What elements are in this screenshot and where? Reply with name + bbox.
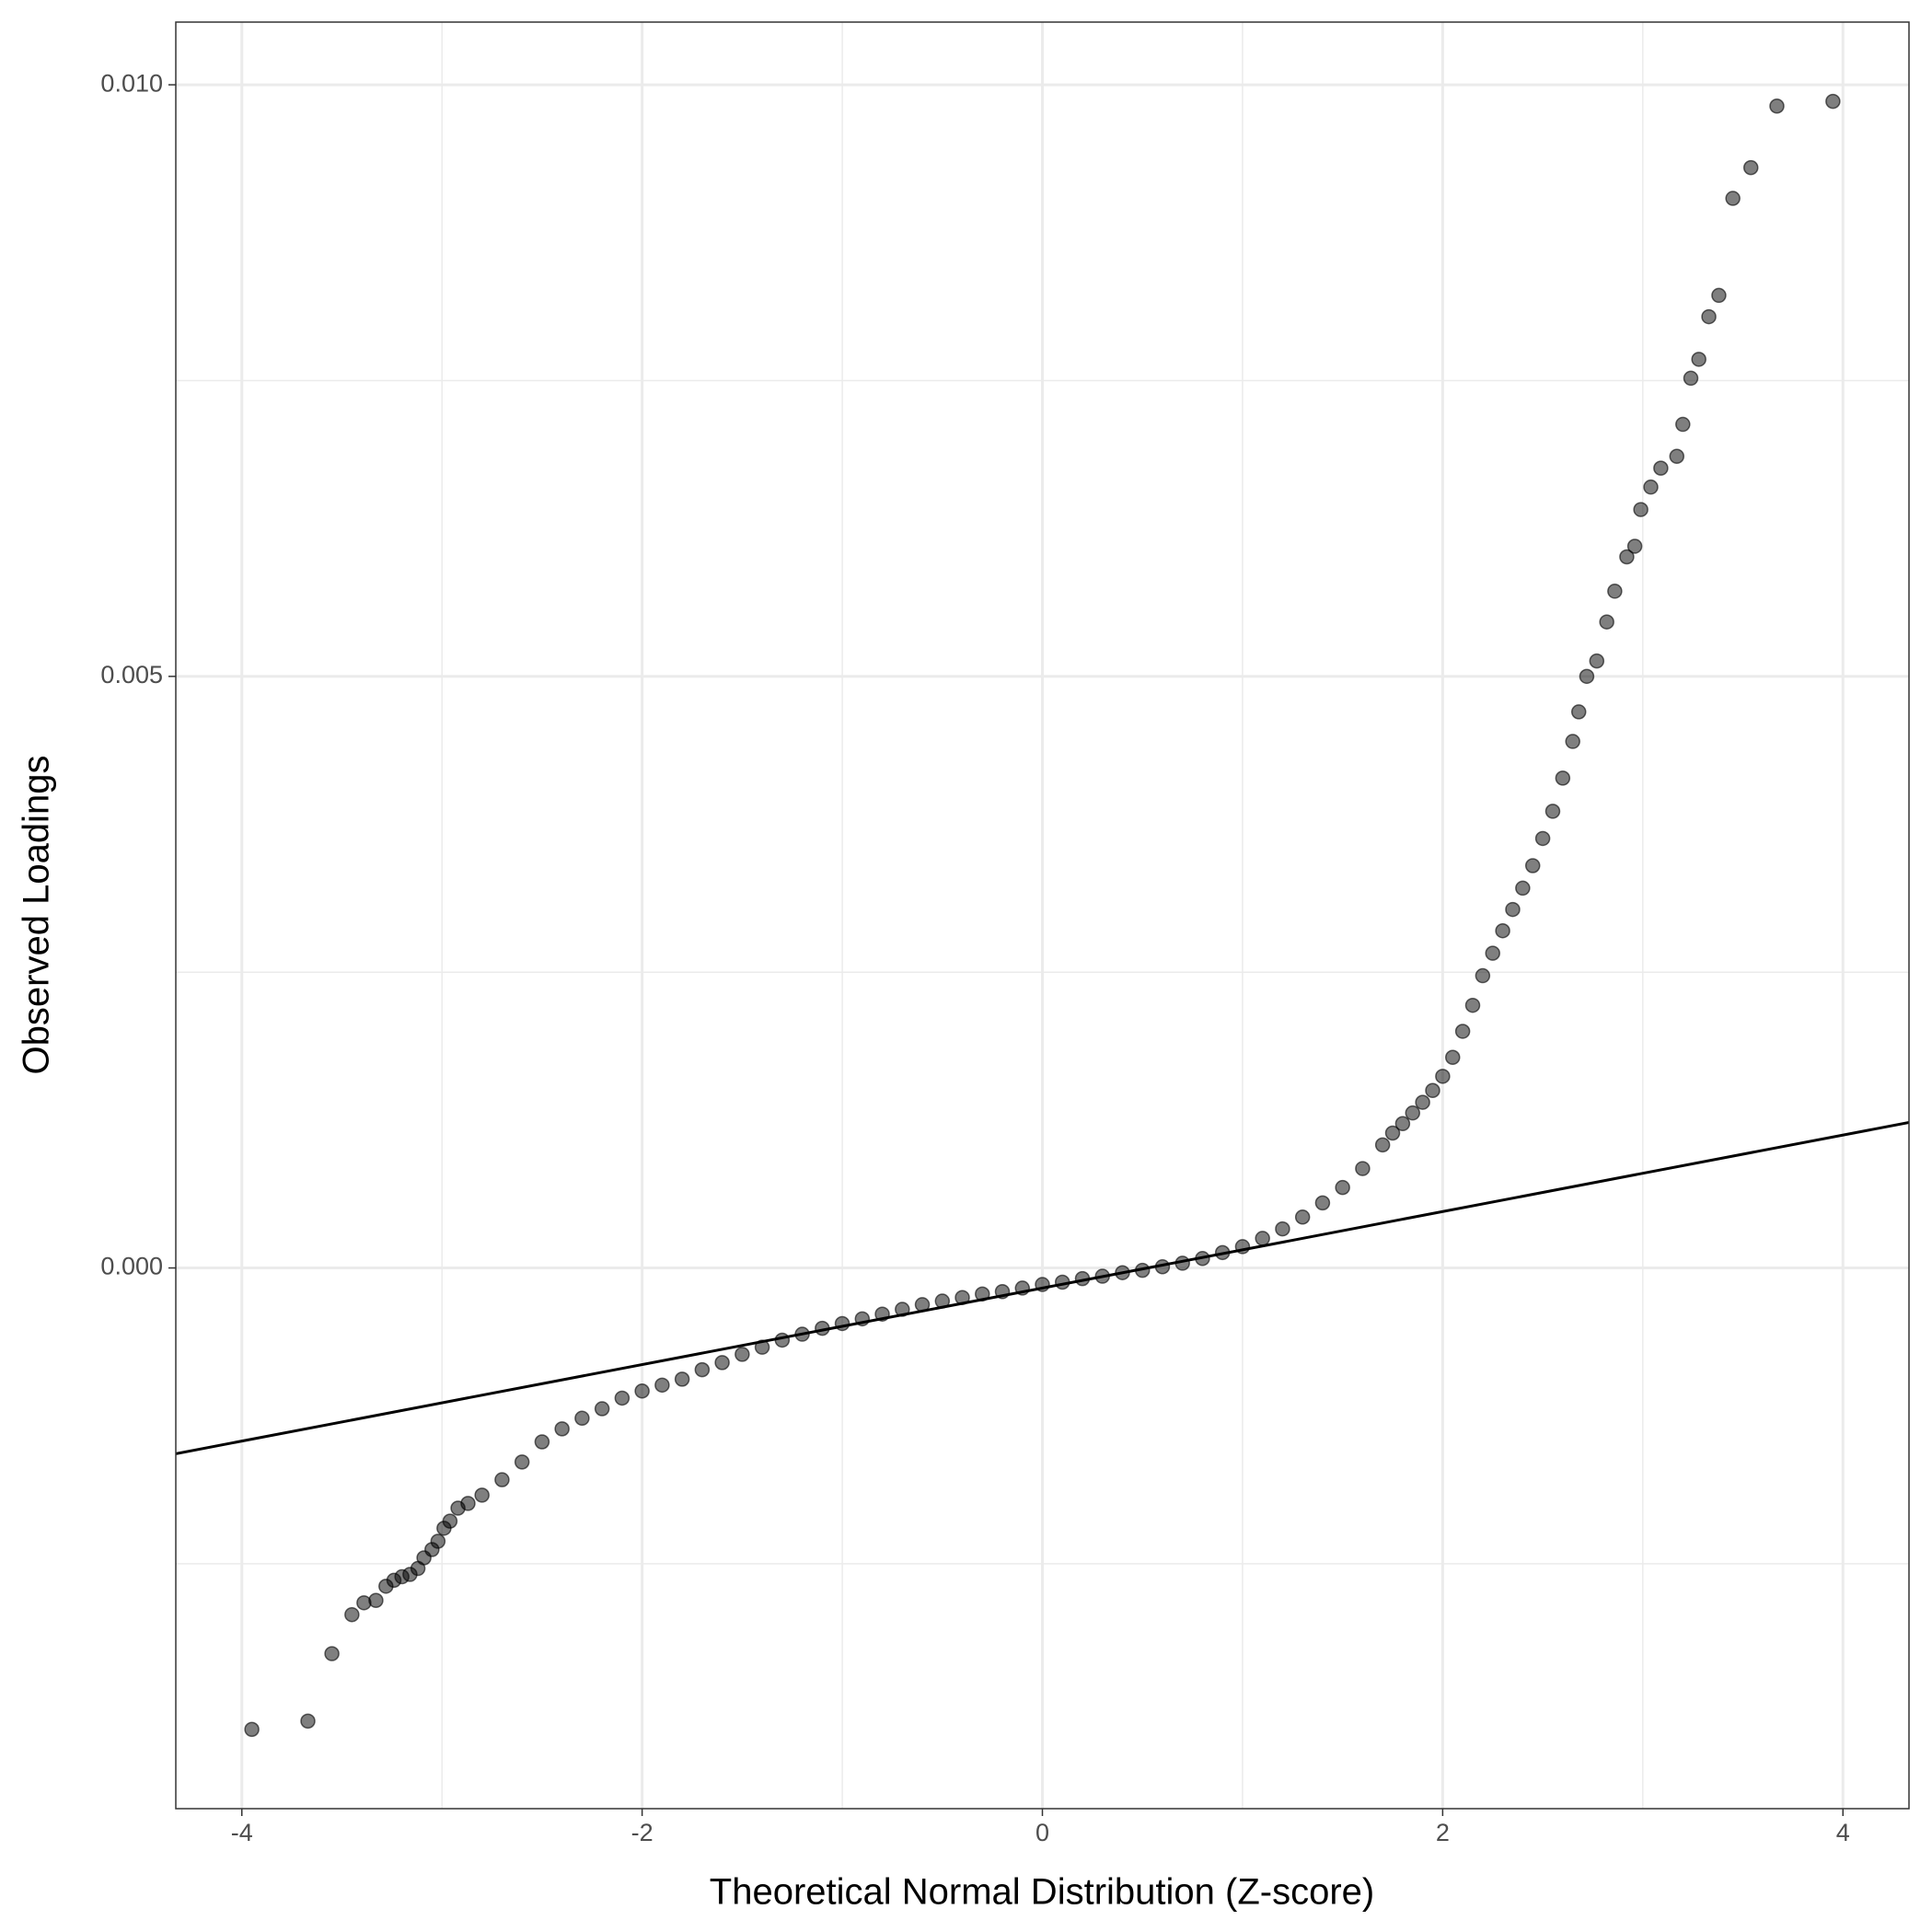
point bbox=[1374, 1137, 1391, 1153]
point bbox=[460, 1496, 476, 1511]
point bbox=[674, 1371, 690, 1387]
point bbox=[1701, 308, 1717, 325]
point bbox=[654, 1377, 670, 1394]
point bbox=[1534, 830, 1551, 847]
reference-line bbox=[176, 1120, 1909, 1455]
point bbox=[614, 1390, 631, 1406]
x-tick-label: 2 bbox=[1436, 1819, 1450, 1846]
x-tick-label: 0 bbox=[1035, 1819, 1049, 1846]
plot-border bbox=[175, 21, 1910, 1810]
point bbox=[1255, 1231, 1270, 1246]
point bbox=[1653, 460, 1669, 476]
point bbox=[1294, 1209, 1311, 1225]
point bbox=[1669, 448, 1685, 465]
point bbox=[1355, 1161, 1371, 1176]
point bbox=[735, 1347, 750, 1362]
point bbox=[1394, 1116, 1411, 1131]
point bbox=[1691, 352, 1706, 367]
point bbox=[514, 1454, 530, 1470]
point bbox=[1711, 287, 1727, 304]
point bbox=[1454, 1024, 1471, 1039]
point bbox=[1544, 804, 1561, 819]
point bbox=[442, 1513, 458, 1529]
point bbox=[1425, 1082, 1440, 1098]
point bbox=[368, 1592, 384, 1609]
point bbox=[300, 1713, 316, 1730]
point bbox=[1485, 945, 1500, 961]
point bbox=[1619, 549, 1635, 565]
y-axis-title: Observed Loadings bbox=[17, 756, 57, 1075]
point bbox=[1515, 880, 1531, 897]
point bbox=[1626, 538, 1643, 554]
point bbox=[574, 1410, 590, 1427]
point bbox=[714, 1355, 730, 1371]
point bbox=[1384, 1125, 1401, 1141]
point bbox=[1825, 93, 1841, 110]
x-tick-label: 4 bbox=[1836, 1819, 1850, 1846]
point bbox=[1683, 370, 1699, 387]
point bbox=[494, 1472, 510, 1487]
point bbox=[430, 1533, 446, 1549]
point bbox=[344, 1606, 360, 1623]
x-tick-label: -4 bbox=[231, 1819, 253, 1846]
point bbox=[1742, 159, 1759, 176]
point bbox=[1565, 734, 1580, 749]
point bbox=[1335, 1179, 1350, 1196]
point bbox=[1607, 584, 1623, 599]
point bbox=[1589, 653, 1605, 669]
point bbox=[1579, 668, 1595, 685]
point bbox=[474, 1487, 490, 1503]
point bbox=[1643, 479, 1659, 495]
point bbox=[1769, 98, 1785, 114]
point bbox=[554, 1421, 570, 1437]
point bbox=[1464, 997, 1481, 1013]
point bbox=[1524, 858, 1541, 873]
point bbox=[694, 1361, 711, 1378]
point bbox=[1405, 1105, 1421, 1121]
x-axis-title: Theoretical Normal Distribution (Z-score… bbox=[710, 1872, 1374, 1913]
point bbox=[1555, 770, 1571, 786]
point bbox=[594, 1401, 610, 1417]
point bbox=[1633, 502, 1649, 517]
point bbox=[1505, 901, 1521, 918]
point bbox=[1275, 1221, 1290, 1237]
point bbox=[634, 1382, 650, 1399]
point bbox=[1415, 1094, 1430, 1110]
point bbox=[1570, 704, 1587, 720]
point bbox=[1725, 191, 1741, 206]
y-tick-label: 0.000 bbox=[100, 1253, 163, 1280]
point bbox=[1475, 967, 1491, 984]
y-tick-label: 0.010 bbox=[100, 69, 163, 97]
point bbox=[1675, 416, 1691, 433]
point bbox=[534, 1434, 550, 1450]
point bbox=[1444, 1049, 1461, 1066]
point bbox=[244, 1721, 260, 1738]
point bbox=[1314, 1195, 1331, 1211]
y-tick-label: 0.005 bbox=[100, 661, 163, 688]
point bbox=[1599, 614, 1614, 630]
point bbox=[1435, 1069, 1451, 1084]
x-tick-label: -2 bbox=[631, 1819, 654, 1846]
point bbox=[324, 1646, 340, 1661]
point bbox=[1495, 922, 1510, 939]
